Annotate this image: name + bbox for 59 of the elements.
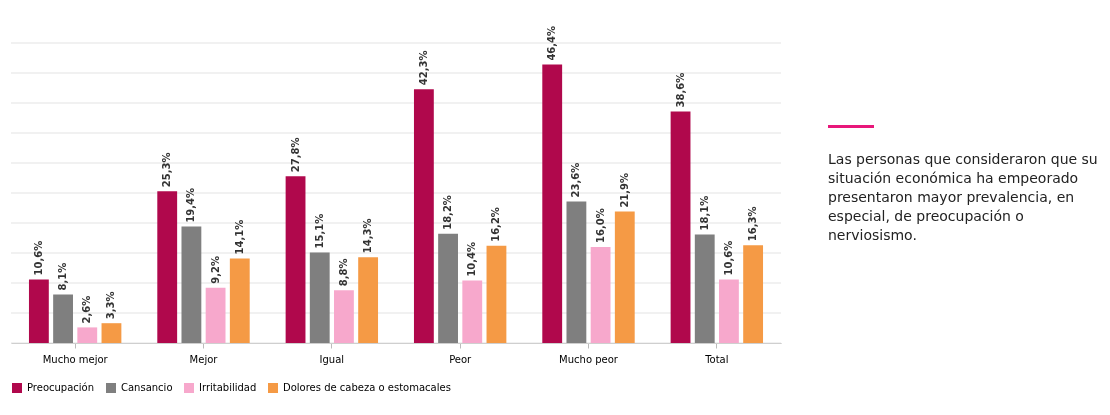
x-tick-label: Mejor	[189, 353, 219, 365]
data-label: 16,0%	[594, 208, 606, 243]
bar	[566, 201, 587, 343]
bar	[670, 111, 691, 343]
bar	[28, 279, 49, 343]
data-label: 16,3%	[747, 206, 759, 242]
legend-label: Irritabilidad	[199, 382, 257, 393]
bar	[285, 176, 306, 343]
bar	[77, 327, 98, 343]
data-label: 27,8%	[289, 137, 301, 173]
x-tick-label: Mucho peor	[559, 353, 619, 365]
bar	[229, 258, 250, 343]
x-tick-label: Igual	[319, 353, 345, 365]
bar	[694, 234, 715, 343]
data-label: 18,1%	[698, 195, 710, 231]
data-label: 9,2%	[209, 256, 221, 284]
data-label: 18,2%	[442, 195, 454, 230]
x-tick-label: Total	[704, 353, 729, 365]
data-label: 10,6%	[722, 240, 734, 276]
bar	[205, 287, 226, 343]
data-label: 2,6%	[81, 295, 93, 324]
bar	[614, 211, 635, 343]
legend-label: Dolores de cabeza o estomacales	[283, 382, 451, 393]
bar	[358, 257, 379, 343]
data-label: 14,3%	[362, 218, 374, 254]
data-label: 38,6%	[674, 72, 686, 108]
data-label: 14,1%	[233, 219, 245, 255]
bar	[413, 89, 434, 343]
legend-label: Preocupación	[27, 382, 95, 393]
bar	[438, 233, 458, 343]
bar	[53, 294, 73, 343]
data-label: 16,2%	[490, 207, 502, 242]
bar	[486, 245, 507, 343]
data-label: 10,4%	[466, 241, 478, 277]
bar	[590, 247, 611, 343]
data-label: 8,8%	[337, 258, 349, 287]
data-label: 46,4%	[546, 25, 558, 61]
bar	[101, 323, 122, 343]
data-label: 3,3%	[105, 291, 117, 320]
x-tick-label: Mucho mejor	[42, 353, 109, 365]
data-label: 23,6%	[570, 162, 582, 198]
text: Las personas que consideraron que su situación económica ha empeorado presentaron mayor prevalencia, en especial, de preocupación o nerviosismo.	[828, 150, 1098, 245]
data-label: 19,4%	[185, 187, 197, 223]
bar	[309, 252, 330, 343]
data-label: 25,3%	[161, 152, 173, 188]
bar	[334, 290, 354, 343]
data-label: 21,9%	[618, 172, 630, 208]
data-label: 15,1%	[313, 213, 325, 249]
bar	[719, 279, 739, 343]
bar	[157, 191, 178, 343]
legend-label: Cansancio	[121, 382, 173, 393]
data-label: 8,1%	[57, 262, 69, 291]
bar	[542, 64, 563, 343]
data-label: 10,6%	[32, 240, 44, 276]
bar	[181, 226, 202, 343]
x-tick-label: Peor	[449, 353, 473, 365]
bar	[462, 280, 483, 343]
data-label: 42,3%	[417, 50, 429, 86]
bar	[743, 245, 764, 343]
